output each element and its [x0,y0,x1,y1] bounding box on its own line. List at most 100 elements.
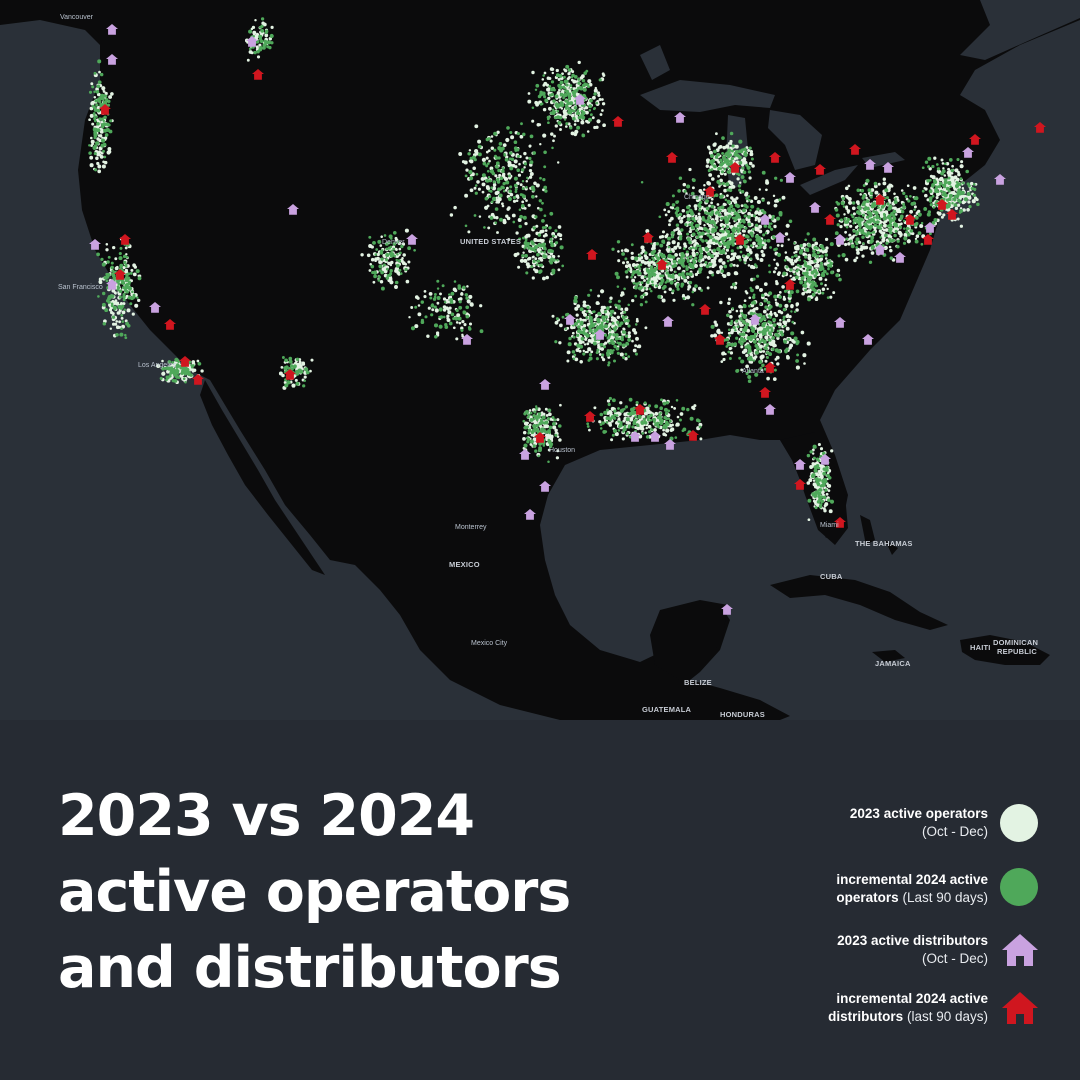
operator-2023-point [414,324,419,329]
operator-2023-point [828,509,833,514]
operator-2023-point [864,182,868,186]
operator-2024-point [609,313,613,317]
operator-2023-point [534,257,538,261]
operator-2024-point [870,235,875,240]
operator-2024-point [749,231,754,236]
operator-2023-point [790,304,794,309]
operator-2024-point [587,293,591,297]
operator-2023-point [455,337,459,341]
operator-2023-point [621,437,625,441]
operator-2023-point [795,302,800,306]
operator-2024-point [548,431,551,435]
operator-2023-point [631,298,635,303]
operator-2023-point [951,164,954,168]
operator-2024-point [582,352,586,356]
operator-2023-point [529,172,534,176]
operator-2024-point [972,193,976,197]
operator-2023-point [545,275,550,280]
operator-2024-point [901,210,905,214]
operator-2024-point [529,411,533,415]
operator-2024-point [869,240,873,244]
operator-2023-point [478,215,482,218]
operator-2024-point [551,416,555,419]
operator-2024-point [890,218,893,222]
operator-2023-point [957,172,961,177]
operator-2023-point [98,146,103,151]
operator-2024-point [858,225,862,229]
operator-2023-point [697,212,701,216]
operator-2023-point [858,240,862,245]
operator-2024-point [706,219,711,224]
operator-2024-point [570,87,574,91]
operator-2024-point [660,398,663,402]
operator-2023-point [497,197,502,202]
operator-2023-point [109,327,113,330]
operator-2023-point [89,106,94,111]
operator-2024-point [614,325,618,329]
operator-2023-point [96,124,100,129]
operator-2024-point [718,242,722,246]
operator-2023-point [860,245,863,248]
operator-2023-point [571,70,575,74]
operator-2024-point [879,236,882,239]
operator-2023-point [96,92,101,97]
operator-2023-point [882,221,886,225]
operator-2023-point [600,289,605,294]
operator-2024-point [875,214,880,219]
operator-2023-point [134,303,139,308]
operator-2024-point [663,424,667,428]
operator-2024-point [572,116,576,121]
operator-2024-point [869,191,874,196]
operator-2023-point [593,406,597,410]
operator-2024-point [602,318,606,322]
operator-2023-point [596,119,601,124]
operator-2024-point [658,215,662,219]
operator-2024-point [586,422,590,426]
operator-2024-point [706,233,710,237]
operator-2023-point [879,213,884,218]
operator-2024-point [965,169,969,174]
operator-2024-point [763,346,767,350]
operator-2024-point [744,245,748,249]
operator-2023-point [162,371,165,375]
operator-2023-point [574,357,579,362]
operator-2024-point [892,214,896,218]
operator-2024-point [632,421,637,426]
operator-2024-point [841,196,846,201]
operator-2023-point [665,248,669,251]
operator-2023-point [698,189,703,193]
operator-2024-point [560,102,565,108]
operator-2024-point [747,215,751,219]
operator-2024-point [763,224,768,228]
operator-2024-point [834,208,839,212]
operator-2023-point [105,248,109,252]
operator-2023-point [645,229,650,234]
operator-2023-point [870,188,875,192]
operator-2024-point [678,236,683,241]
operator-2024-point [851,201,856,205]
operator-2024-point [605,320,609,324]
operator-2023-point [775,198,780,203]
operator-2024-point [596,317,601,322]
operator-2024-point [783,339,787,343]
operator-2023-point [708,270,713,275]
operator-2024-point [845,225,849,229]
operator-2023-point [407,260,411,264]
operator-2023-point [708,224,713,228]
operator-2023-point [697,286,702,291]
operator-2023-point [802,353,807,358]
operator-2024-point [698,208,702,212]
operator-2023-point [928,167,932,171]
operator-2023-point [818,276,823,281]
operator-2023-point [614,432,619,437]
operator-2024-point [936,190,940,194]
operator-2023-point [126,308,131,313]
operator-2024-point [869,195,873,199]
operator-2024-point [725,338,730,342]
operator-2023-point [880,220,883,224]
operator-2023-point [756,228,760,232]
operator-2023-point [376,256,380,261]
operator-2024-point [603,410,608,415]
operator-2023-point [633,276,637,279]
operator-2023-point [270,25,274,29]
